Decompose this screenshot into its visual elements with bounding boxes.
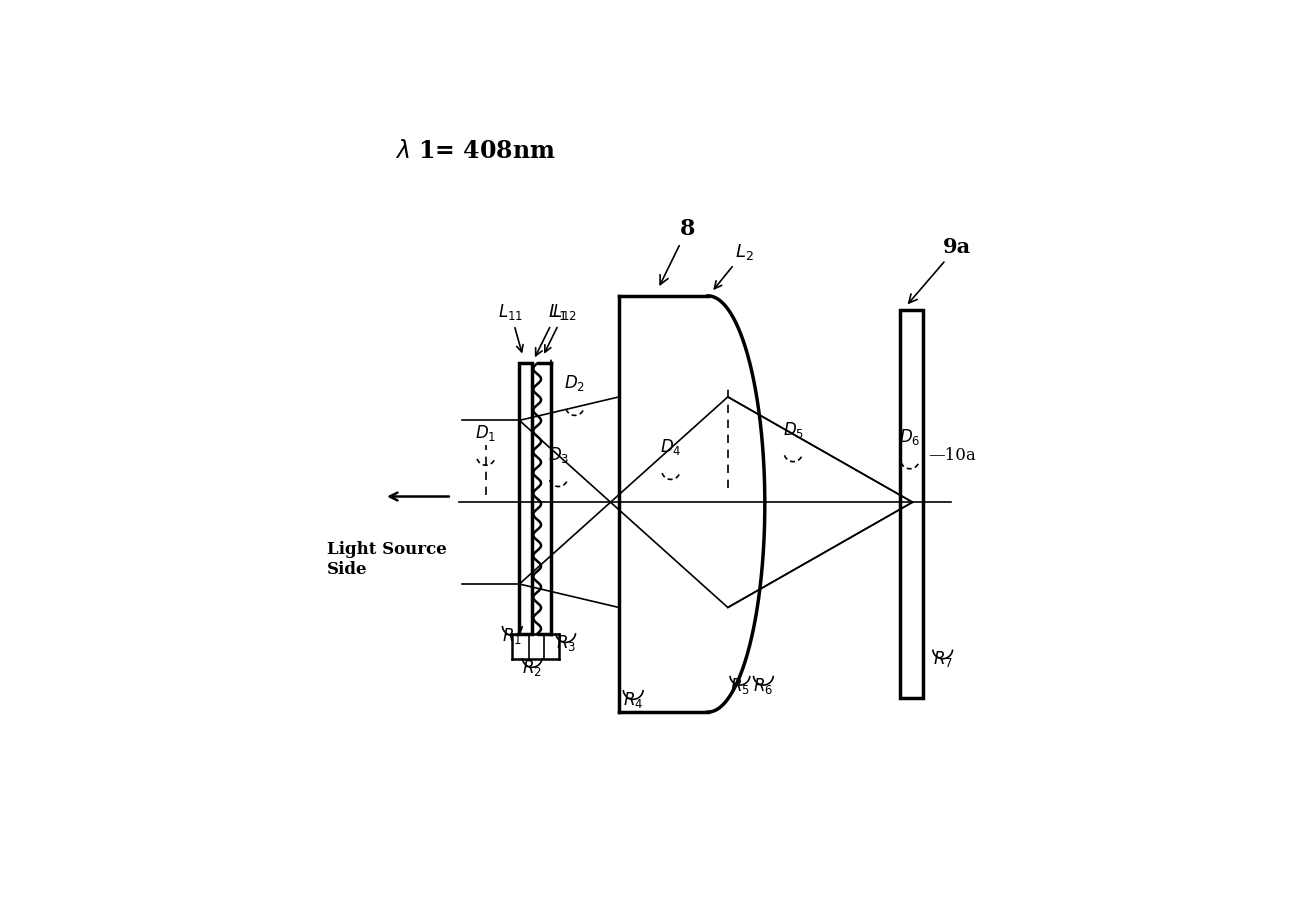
Text: $L_{11}$: $L_{11}$ [498,302,523,352]
Text: $R_3$: $R_3$ [556,633,575,653]
Text: —10a: —10a [928,446,976,464]
Text: 9a: 9a [909,237,971,303]
Text: $R_1$: $R_1$ [502,626,522,646]
Text: $D_3$: $D_3$ [548,444,569,465]
Text: $D_4$: $D_4$ [661,437,681,457]
Text: 8: 8 [661,218,694,285]
Text: $R_7$: $R_7$ [933,650,953,669]
Text: $L_1$: $L_1$ [536,302,567,356]
Text: $L_2$: $L_2$ [714,242,754,288]
Text: $R_4$: $R_4$ [623,690,644,710]
Text: Light Source
Side: Light Source Side [327,541,447,578]
Text: $R_6$: $R_6$ [753,675,774,696]
Text: $D_2$: $D_2$ [565,373,585,394]
Text: $L_{12}$: $L_{12}$ [545,302,578,352]
Text: $R_5$: $R_5$ [729,675,750,696]
Text: $D_1$: $D_1$ [475,423,497,444]
Text: $\lambda$ 1= 408nm: $\lambda$ 1= 408nm [395,140,556,164]
Text: $D_6$: $D_6$ [900,427,920,446]
Text: $R_2$: $R_2$ [522,658,543,678]
Text: $D_5$: $D_5$ [783,419,803,440]
